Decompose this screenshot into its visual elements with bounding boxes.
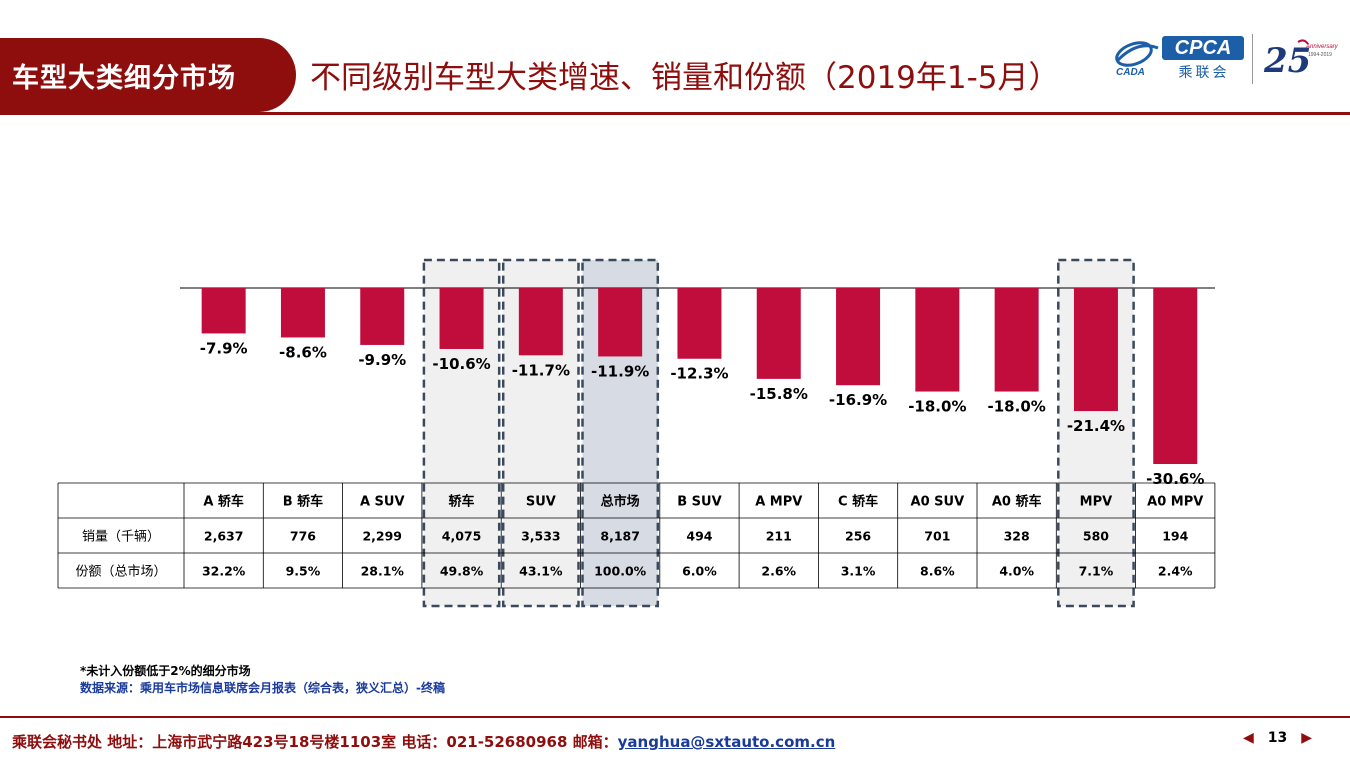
bar-data-label: -8.6% [279,343,327,361]
category-label: A0 MPV [1147,495,1203,510]
bar-data-label: -12.3% [670,365,728,383]
header-divider [0,112,1350,115]
table-cell: 9.5% [286,564,321,579]
table-cell: 8.6% [920,564,955,579]
cada-logo-text: CADA [1116,67,1145,78]
bar-data-label: -10.6% [432,355,490,373]
bar-data-label: -16.9% [829,391,887,409]
table-row-label: 销量（千辆） [82,530,160,545]
table-cell: 100.0% [594,564,647,579]
category-label: C 轿车 [838,494,878,510]
category-label: A MPV [755,495,802,510]
bar [836,288,881,386]
category-label: B SUV [677,495,721,510]
pager: ◀ 13 ▶ [1243,730,1312,746]
table-cell: 2.4% [1158,564,1193,579]
prev-page-icon[interactable]: ◀ [1243,730,1254,746]
table-row-label: 份额（总市场） [75,564,166,580]
category-label: 总市场 [601,494,640,510]
bar [360,288,405,345]
table-cell: 6.0% [682,564,717,579]
table-cell: 2,637 [204,529,244,544]
bar-data-label: -15.8% [750,385,808,403]
table-cell: 4,075 [442,529,482,544]
svg-text:25: 25 [1263,41,1311,81]
bar [677,288,722,359]
anniversary-logo: 25 Anniversary 1994-2019 [1262,34,1346,82]
table-cell: 2,299 [362,529,402,544]
table-cell: 49.8% [440,564,484,579]
cpca-logo-text: CPCA [1162,36,1244,60]
category-label: 轿车 [449,494,475,510]
table-cell: 28.1% [361,564,405,579]
bar-data-label: -11.9% [591,362,649,380]
table-cell: 43.1% [519,564,563,579]
bar-data-label: -11.7% [512,361,570,379]
bar-data-label: -21.4% [1067,417,1125,435]
table-cell: 4.0% [999,564,1034,579]
category-label: A0 轿车 [992,494,1042,510]
bar-data-label: -7.9% [200,339,248,357]
section-tab: 车型大类细分市场 [0,38,296,112]
table-cell: 776 [290,529,316,544]
cpca-logo-cn: 乘联会 [1178,65,1230,81]
table-cell: 3,533 [521,529,561,544]
bar [915,288,960,392]
bar [1073,288,1118,412]
table-cell: 8,187 [600,529,640,544]
growth-bar-chart: -7.9% -8.6% -9.9% -10.6% -11.7% -11.9% -12.3% -… [57,258,1216,608]
anniversary-text: Anniversary [1305,44,1339,50]
table-cell: 494 [686,529,712,544]
cada-logo: CADA [1112,38,1164,78]
category-label: A 轿车 [203,494,244,510]
table-cell: 7.1% [1079,564,1114,579]
next-page-icon[interactable]: ▶ [1301,730,1313,746]
table-cell: 701 [924,529,950,544]
table-cell: 3.1% [841,564,876,579]
bar-data-label: -9.9% [358,351,406,369]
footer-address: 乘联会秘书处 地址：上海市武宁路423号18号楼1103室 电话：021-526… [12,733,618,751]
bar [201,288,246,334]
table-cell: 256 [845,529,871,544]
bar [994,288,1039,392]
category-label: MPV [1080,495,1113,510]
category-label: A0 SUV [911,495,965,510]
bar [518,288,563,356]
category-label: B 轿车 [283,494,323,510]
category-label: SUV [526,495,556,510]
bar [756,288,801,379]
category-label: A SUV [360,495,405,510]
page-title: 不同级别车型大类增速、销量和份额（2019年1-5月） [310,60,1060,96]
bar [1153,288,1198,464]
footer-contact: 乘联会秘书处 地址：上海市武宁路423号18号楼1103室 电话：021-526… [12,731,835,752]
bar-data-label: -30.6% [1146,470,1204,488]
table-cell: 194 [1162,529,1188,544]
cpca-logo: CPCA 乘联会 [1162,36,1246,81]
bar [598,288,643,357]
logo-divider [1252,34,1253,84]
table-cell: 211 [766,529,792,544]
section-label: 车型大类细分市场 [12,62,236,94]
footer-divider [0,716,1350,718]
footer-email-link[interactable]: yanghua@sxtauto.com.cn [617,733,836,751]
share-footnote: *未计入份额低于2%的细分市场 [80,664,251,678]
bar-data-label: -18.0% [988,398,1046,416]
page-number: 13 [1267,730,1288,746]
table-cell: 32.2% [202,564,246,579]
table-cell: 2.6% [761,564,796,579]
table-cell: 580 [1083,529,1109,544]
bar [439,288,484,349]
bar [280,288,325,338]
data-source-note: 数据来源：乘用车市场信息联席会月报表（综合表，狭义汇总）-终稿 [80,681,445,695]
anniversary-years: 1994-2019 [1308,52,1332,58]
bar-data-label: -18.0% [908,398,966,416]
table-cell: 328 [1004,529,1030,544]
